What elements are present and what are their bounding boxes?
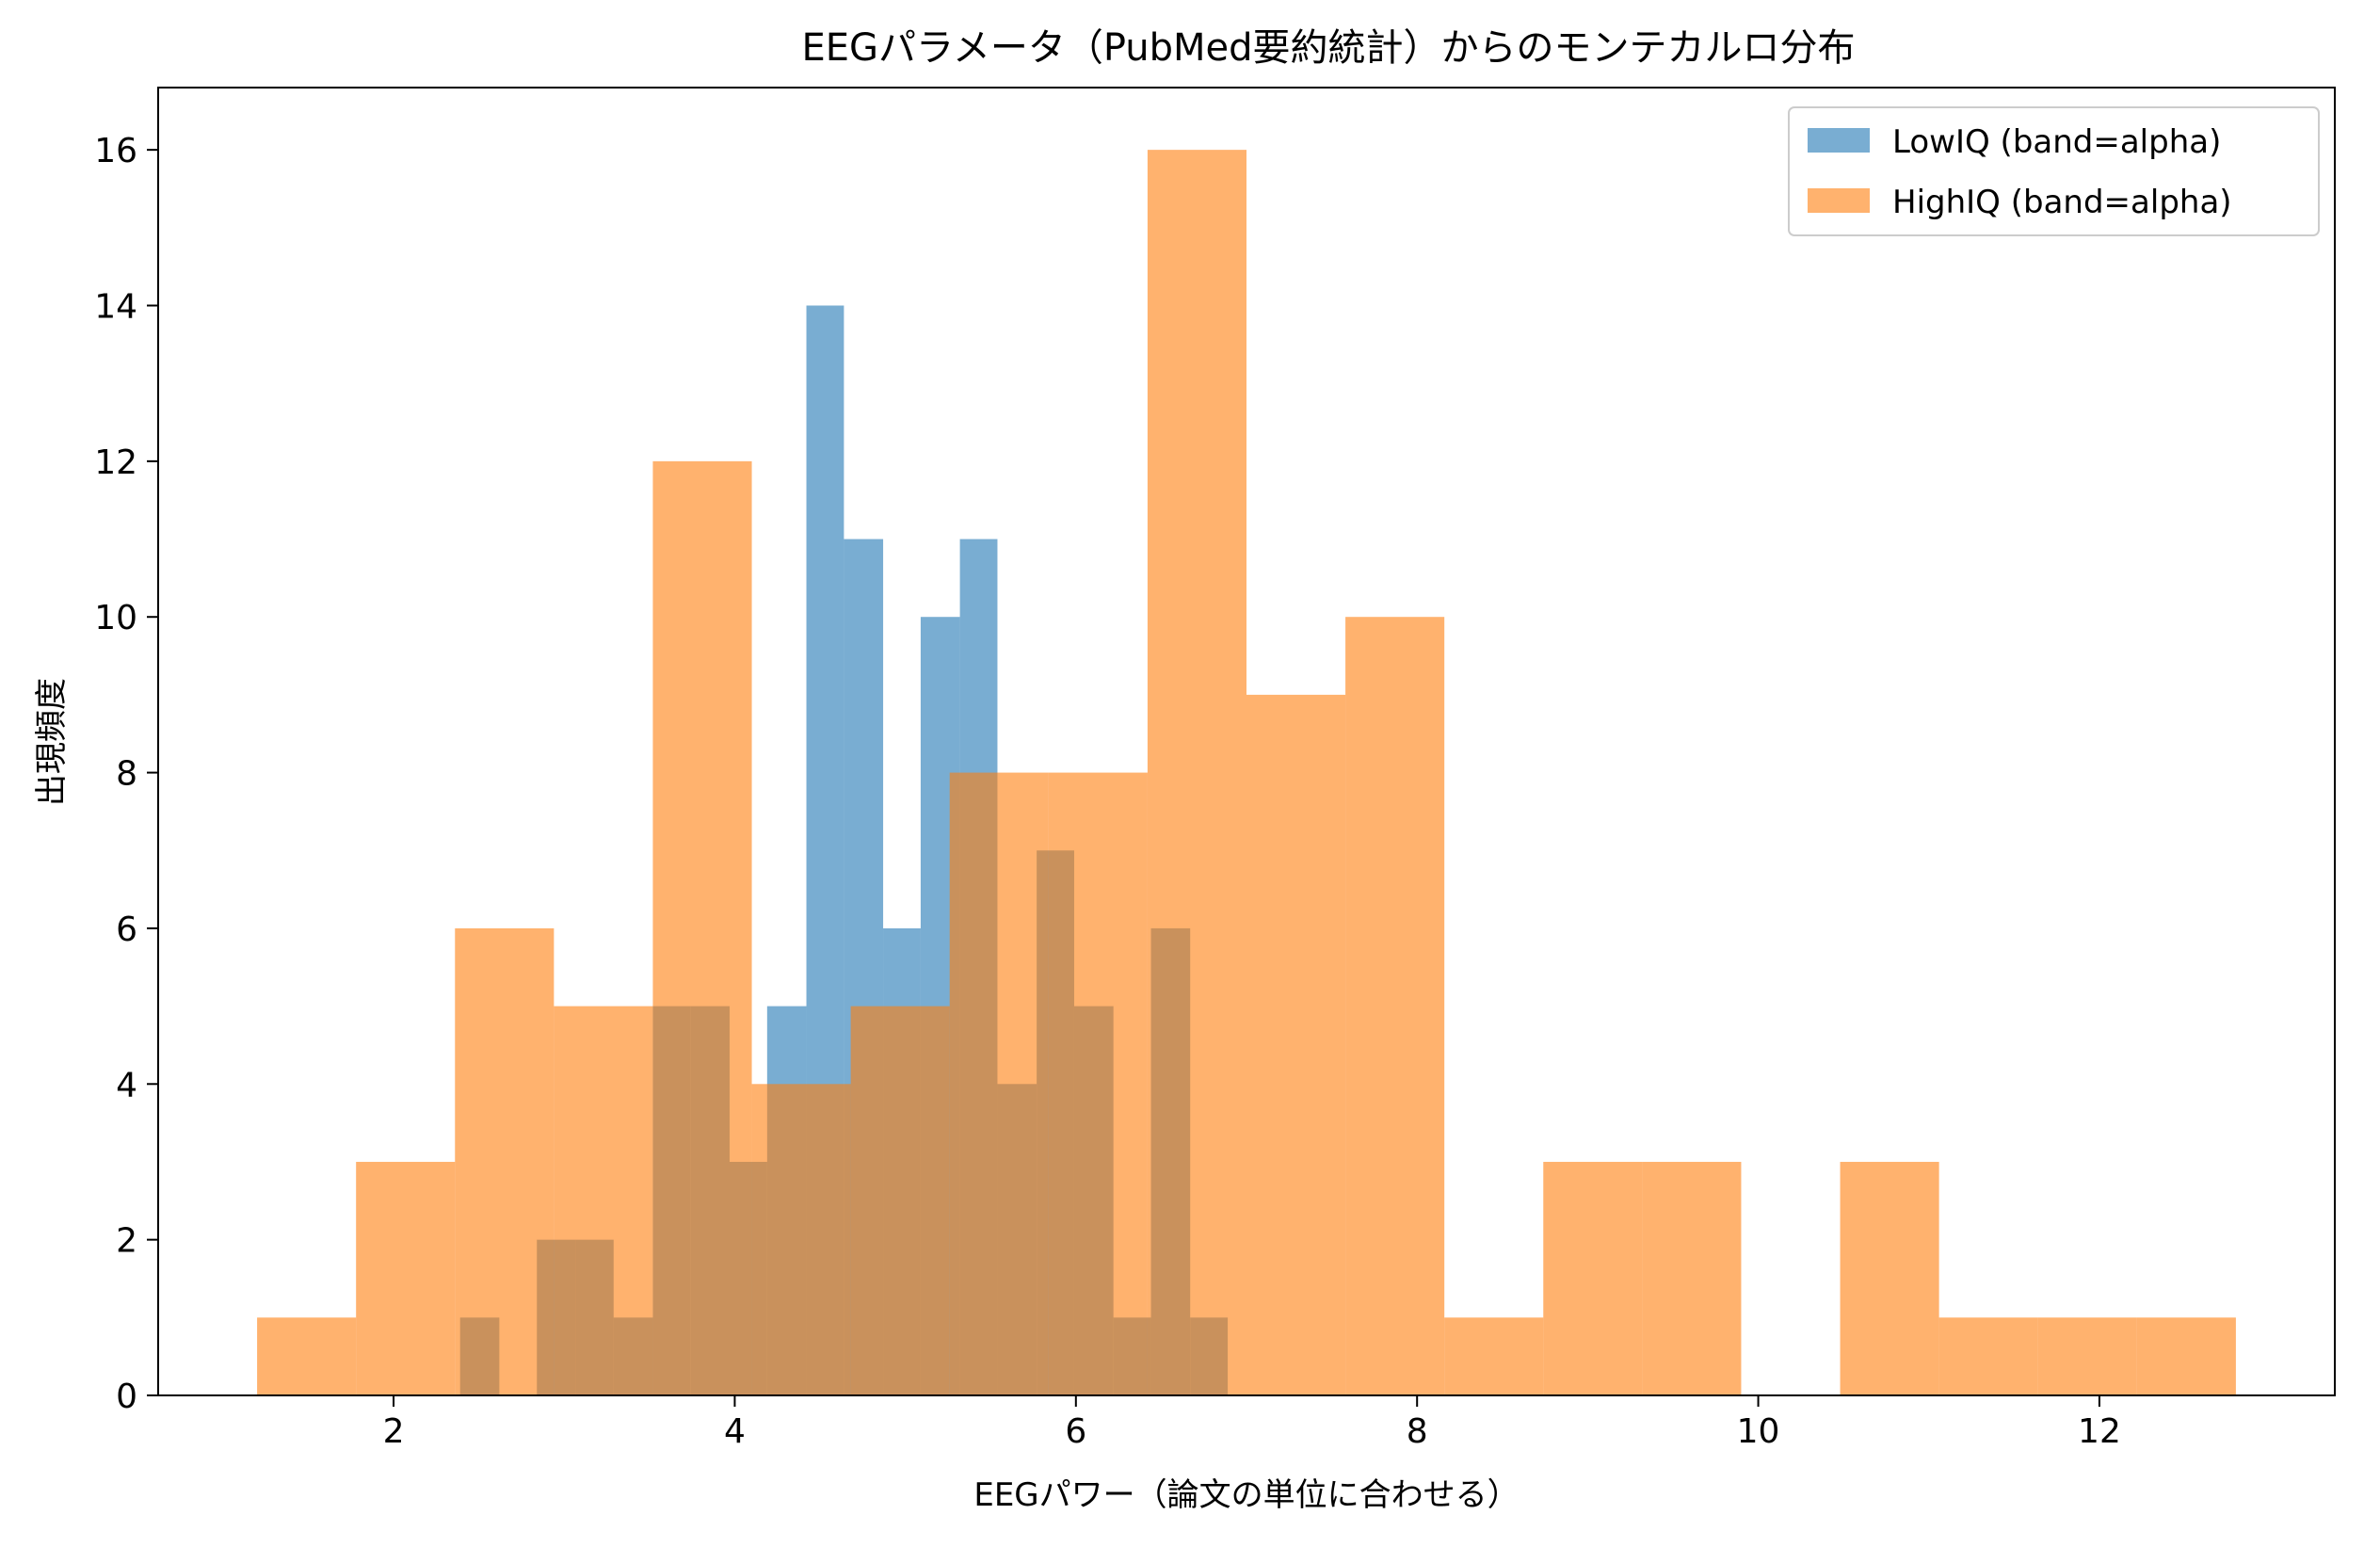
- x-tick-label-3: 8: [1407, 1412, 1428, 1451]
- series-1-bars: [257, 150, 2236, 1395]
- legend-swatch-highiq: [1808, 188, 1870, 213]
- y-tick-label-7: 14: [94, 288, 137, 327]
- y-tick-label-4: 8: [116, 755, 137, 794]
- x-tick-label-0: 2: [383, 1412, 405, 1451]
- legend-swatch-lowiq: [1808, 128, 1870, 153]
- bar-series-1-bin-13: [1543, 1161, 1643, 1395]
- y-axis-label: 出現頻度: [33, 678, 71, 806]
- bar-series-1-bin-11: [1345, 617, 1445, 1395]
- bar-series-1-bin-14: [1642, 1161, 1742, 1395]
- bar-series-1-bin-18: [2037, 1317, 2137, 1395]
- bar-series-1-bin-19: [2136, 1317, 2236, 1395]
- y-tick-label-0: 0: [116, 1378, 137, 1416]
- legend-box: [1788, 106, 2320, 236]
- y-tick-label-1: 2: [116, 1222, 137, 1261]
- bar-series-1-bin-9: [1147, 150, 1246, 1395]
- y-tick-label-5: 10: [94, 599, 137, 637]
- y-axis: 0 2 4 6 8 10 12 14 16: [94, 132, 158, 1416]
- x-tick-label-5: 12: [2078, 1412, 2121, 1451]
- bar-series-1-bin-5: [751, 1084, 851, 1395]
- plot-frame: [157, 87, 2336, 1396]
- chart-title: EEGパラメータ（PubMed要約統計）からのモンテカルロ分布: [801, 26, 1855, 70]
- bar-series-1-bin-10: [1246, 694, 1346, 1395]
- x-tick-label-4: 10: [1737, 1412, 1780, 1451]
- legend-label-highiq: HighIQ (band=alpha): [1892, 184, 2232, 221]
- bar-series-1-bin-7: [949, 772, 1049, 1395]
- bar-series-1-bin-8: [1048, 772, 1148, 1395]
- x-tick-label-1: 4: [724, 1412, 746, 1451]
- bar-series-1-bin-1: [356, 1161, 456, 1395]
- bar-series-1-bin-3: [554, 1006, 653, 1395]
- x-tick-label-2: 6: [1065, 1412, 1086, 1451]
- y-tick-label-6: 12: [94, 443, 137, 482]
- bars-layer: [257, 150, 2236, 1395]
- bar-series-1-bin-16: [1840, 1161, 1939, 1395]
- bar-series-1-bin-2: [455, 927, 555, 1395]
- y-tick-label-3: 6: [116, 910, 137, 949]
- legend-label-lowiq: LowIQ (band=alpha): [1892, 123, 2221, 161]
- bar-series-1-bin-4: [652, 460, 752, 1395]
- bar-series-1-bin-17: [1938, 1317, 2038, 1395]
- y-tick-label-8: 16: [94, 132, 137, 170]
- legend: LowIQ (band=alpha) HighIQ (band=alpha): [1788, 106, 2320, 236]
- bar-series-1-bin-12: [1444, 1317, 1544, 1395]
- x-axis: 2 4 6 8 10 12: [383, 1395, 2121, 1451]
- bar-series-1-bin-6: [850, 1006, 950, 1395]
- x-axis-label: EEGパワー（論文の単位に合わせる）: [973, 1476, 1519, 1514]
- y-tick-label-2: 4: [116, 1066, 137, 1104]
- bar-series-1-bin-0: [257, 1317, 357, 1395]
